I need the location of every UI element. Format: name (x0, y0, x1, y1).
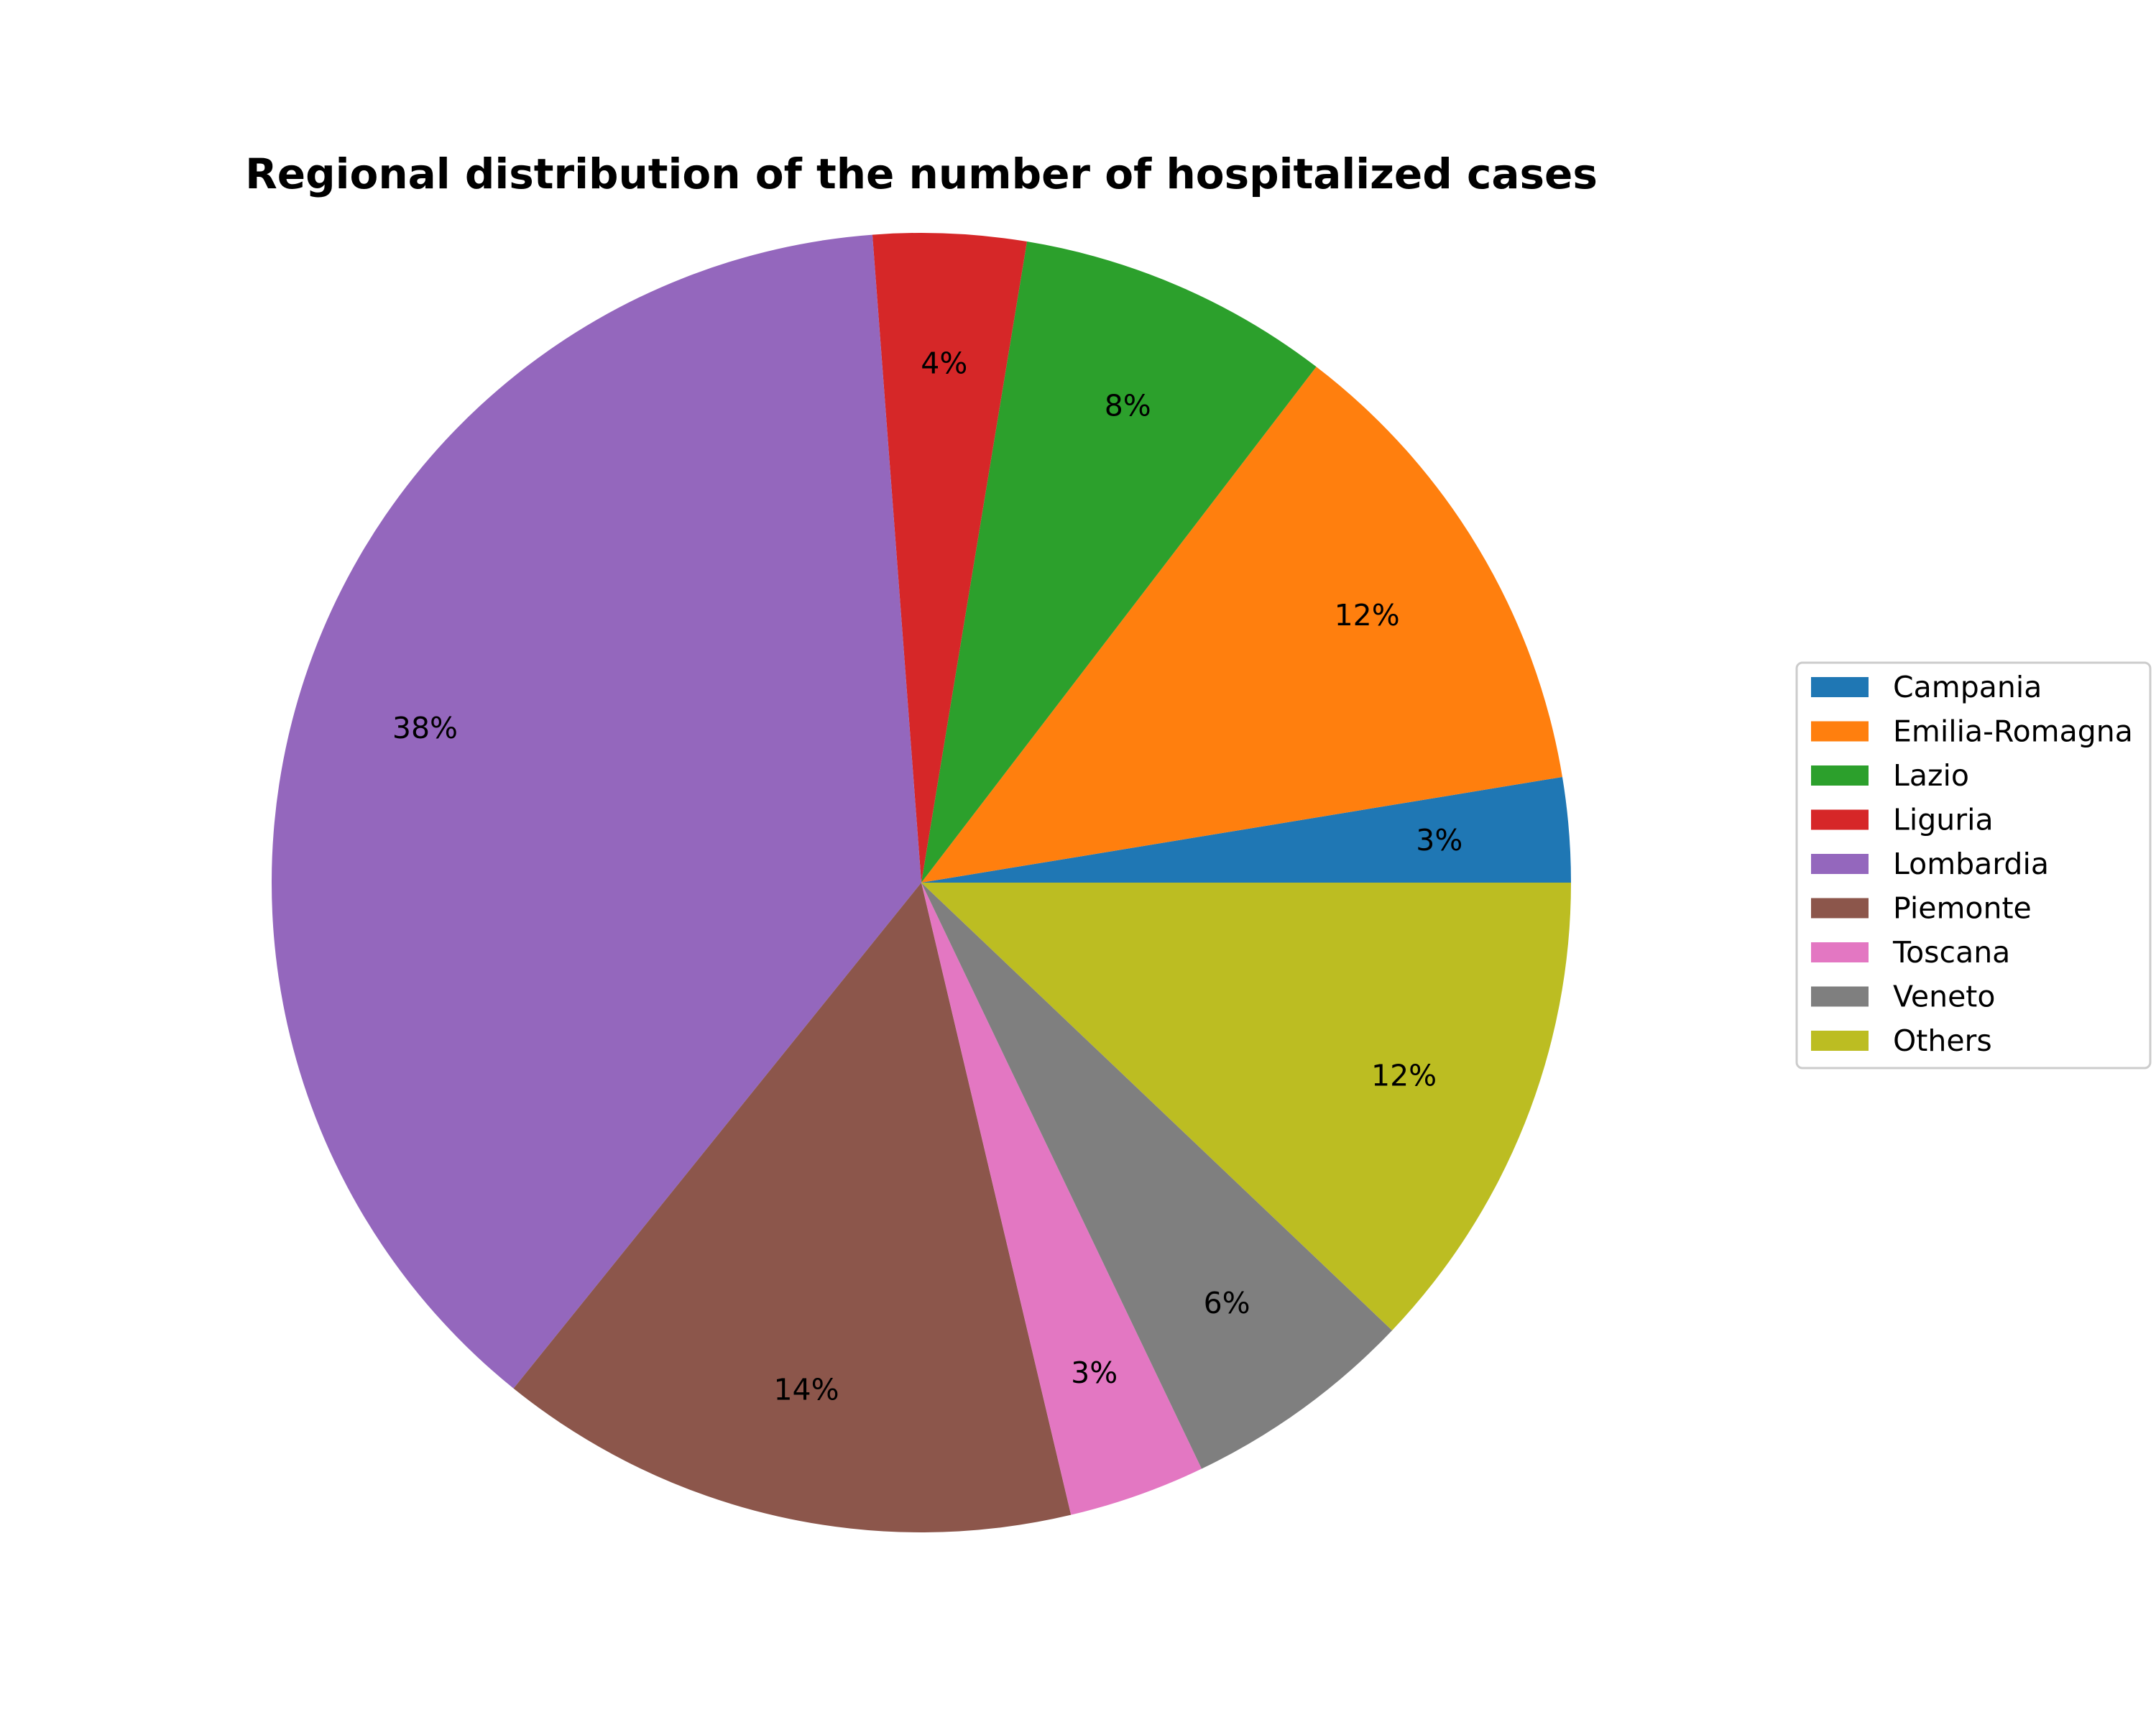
pct-label-campania: 3% (1416, 823, 1462, 857)
pie-slice-emilia-romagna (921, 367, 1562, 883)
legend-swatch-lombardia (1811, 854, 1869, 874)
pie-slice-piemonte (513, 883, 1072, 1533)
legend-swatch-campania (1811, 677, 1869, 697)
legend-swatch-toscana (1811, 942, 1869, 962)
legend-label-veneto: Veneto (1893, 980, 1995, 1014)
pct-label-toscana: 3% (1071, 1356, 1118, 1390)
legend-label-others: Others (1893, 1024, 1992, 1058)
pct-label-lazio: 8% (1105, 388, 1151, 423)
legend-label-campania: Campania (1893, 670, 2042, 704)
pie-slice-others (921, 883, 1571, 1330)
chart-title: Regional distribution of the number of h… (245, 150, 1598, 198)
percent-labels: 3% 12% 8% 4% 38% 14% 3% 6% 12% (392, 346, 1462, 1407)
pct-label-others: 12% (1371, 1058, 1437, 1092)
legend-label-lombardia: Lombardia (1893, 847, 2049, 881)
pct-label-lombardia: 38% (392, 711, 458, 745)
legend: Campania Emilia-Romagna Lazio Liguria Lombar… (1795, 661, 2152, 1070)
legend-frame (1795, 661, 2152, 1070)
legend-swatch-piemonte (1811, 898, 1869, 919)
pie-slice-lombardia (272, 234, 922, 1389)
pie-slices (272, 233, 1571, 1533)
pie-slice-campania (921, 776, 1571, 883)
legend-label-emilia-romagna: Emilia-Romagna (1893, 714, 2133, 749)
legend-swatch-others (1811, 1031, 1869, 1051)
pie-slice-veneto (921, 883, 1393, 1469)
legend-label-lazio: Lazio (1893, 758, 1969, 793)
pct-label-piemonte: 14% (773, 1372, 839, 1407)
legend-swatch-liguria (1811, 809, 1869, 830)
pct-label-liguria: 4% (921, 346, 967, 380)
pct-label-veneto: 6% (1204, 1286, 1250, 1320)
legend-label-piemonte: Piemonte (1893, 891, 2032, 926)
legend-label-liguria: Liguria (1893, 803, 1994, 837)
pct-label-emilia-romagna: 12% (1335, 598, 1400, 632)
pie-slice-toscana (921, 883, 1202, 1515)
pie-slice-liguria (872, 233, 1028, 883)
legend-swatch-emilia-romagna (1811, 721, 1869, 742)
legend-label-toscana: Toscana (1892, 935, 2010, 970)
legend-swatch-veneto (1811, 986, 1869, 1007)
legend-swatch-lazio (1811, 765, 1869, 786)
pie-slice-lazio (921, 242, 1317, 883)
